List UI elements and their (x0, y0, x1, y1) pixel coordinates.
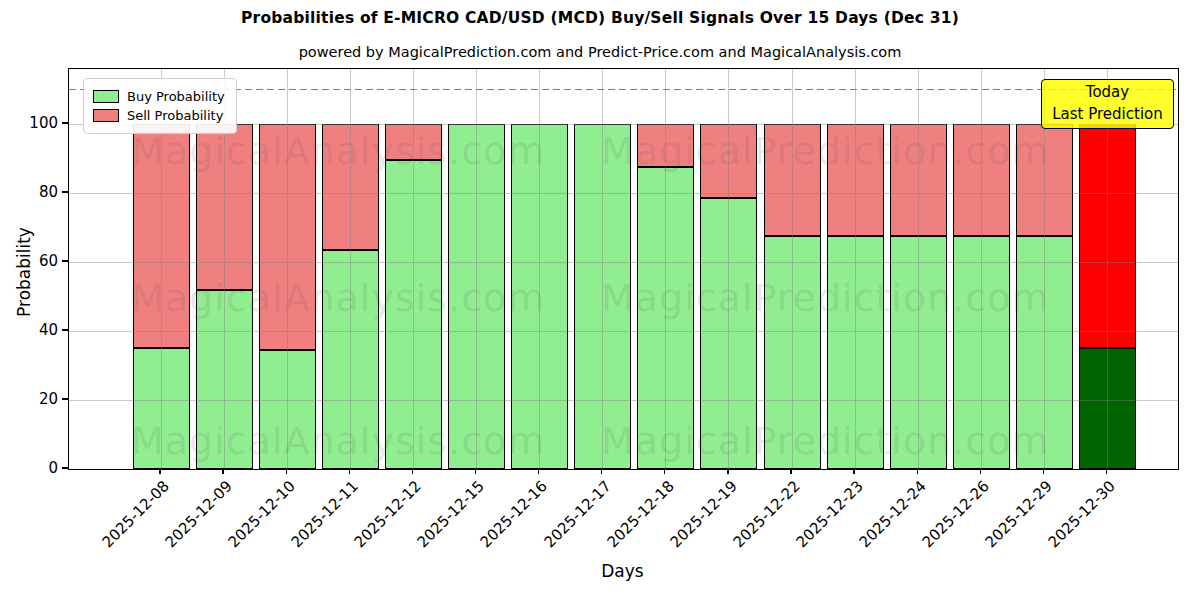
legend-item-sell: Sell Probability (93, 107, 225, 124)
legend: Buy Probability Sell Probability (83, 78, 237, 134)
y-tick-label: 100 (0, 113, 58, 133)
x-tick-label-text: 2025-12-30 (1045, 477, 1119, 551)
chart-subtitle: powered by MagicalPrediction.com and Pre… (0, 44, 1200, 60)
y-tick-label: 40 (0, 320, 58, 340)
chart-figure: Probabilities of E-MICRO CAD/USD (MCD) B… (0, 0, 1200, 600)
bar-sell-2025-12-08 (133, 124, 190, 348)
x-tick-mark (475, 469, 476, 474)
y-tick-mark (62, 329, 68, 330)
x-tick-label-text: 2025-12-11 (288, 477, 362, 551)
x-tick-mark (349, 469, 350, 474)
y-tick-label: 20 (0, 389, 58, 409)
x-tick-mark (917, 469, 918, 474)
x-tick-mark (664, 469, 665, 474)
x-tick-mark (1043, 469, 1044, 474)
bar-sell-2025-12-29 (1016, 124, 1073, 236)
bar-sell-2025-12-26 (953, 124, 1010, 236)
sell-legend-swatch (93, 109, 119, 122)
today-annotation-line1: Today (1044, 82, 1171, 104)
bar-buy-2025-12-30 (1079, 348, 1136, 469)
x-tick-label-text: 2025-12-08 (98, 477, 172, 551)
bar-sell-2025-12-18 (637, 124, 694, 167)
x-tick-mark (412, 469, 413, 474)
x-tick-mark (790, 469, 791, 474)
bar-buy-2025-12-24 (890, 236, 947, 469)
bar-sell-2025-12-09 (196, 124, 253, 290)
bar-sell-2025-12-10 (259, 124, 316, 350)
bar-buy-2025-12-09 (196, 290, 253, 469)
y-tick-mark (62, 260, 68, 261)
bar-buy-2025-12-11 (322, 250, 379, 469)
x-tick-mark (601, 469, 602, 474)
bar-buy-2025-12-29 (1016, 236, 1073, 469)
x-tick-label-text: 2025-12-29 (982, 477, 1056, 551)
x-tick-label-text: 2025-12-19 (666, 477, 740, 551)
plot-area: MagicalAnalysis.com MagicalPrediction.co… (68, 68, 1179, 470)
x-tick-label-text: 2025-12-23 (792, 477, 866, 551)
x-tick-label-text: 2025-12-12 (351, 477, 425, 551)
x-tick-mark (159, 469, 160, 474)
x-tick-label-text: 2025-12-15 (414, 477, 488, 551)
x-tick-label-text: 2025-12-24 (856, 477, 930, 551)
y-tick-mark (62, 122, 68, 123)
x-tick-mark (980, 469, 981, 474)
bar-buy-2025-12-19 (700, 198, 757, 469)
x-tick-mark (853, 469, 854, 474)
legend-label-sell: Sell Probability (127, 107, 223, 124)
bar-sell-2025-12-30 (1079, 124, 1136, 348)
bar-sell-2025-12-22 (764, 124, 821, 236)
x-tick-label-text: 2025-12-09 (161, 477, 235, 551)
x-tick-label-text: 2025-12-10 (225, 477, 299, 551)
bar-buy-2025-12-17 (574, 124, 631, 469)
y-tick-label: 80 (0, 182, 58, 202)
y-tick-mark (62, 398, 68, 399)
bar-sell-2025-12-19 (700, 124, 757, 198)
buy-legend-swatch (93, 90, 119, 103)
bar-buy-2025-12-23 (827, 236, 884, 469)
x-tick-label-text: 2025-12-22 (729, 477, 803, 551)
y-tick-mark (62, 467, 68, 468)
x-axis-label: Days (68, 561, 1177, 581)
x-tick-label-text: 2025-12-17 (540, 477, 614, 551)
x-tick-label-text: 2025-12-26 (919, 477, 993, 551)
legend-label-buy: Buy Probability (127, 88, 225, 105)
bar-buy-2025-12-26 (953, 236, 1010, 469)
bar-buy-2025-12-16 (511, 124, 568, 469)
x-tick-mark (286, 469, 287, 474)
x-tick-mark (222, 469, 223, 474)
chart-title: Probabilities of E-MICRO CAD/USD (MCD) B… (0, 9, 1200, 27)
x-tick-mark (538, 469, 539, 474)
bar-buy-2025-12-12 (385, 160, 442, 469)
bar-buy-2025-12-22 (764, 236, 821, 469)
legend-item-buy: Buy Probability (93, 88, 225, 105)
today-annotation: Today Last Prediction (1041, 79, 1174, 129)
x-tick-mark (727, 469, 728, 474)
bar-sell-2025-12-23 (827, 124, 884, 236)
bar-sell-2025-12-12 (385, 124, 442, 160)
x-tick-label-text: 2025-12-16 (477, 477, 551, 551)
bar-buy-2025-12-18 (637, 167, 694, 469)
bar-buy-2025-12-15 (448, 124, 505, 469)
y-tick-label: 60 (0, 251, 58, 271)
y-tick-mark (62, 191, 68, 192)
bar-sell-2025-12-11 (322, 124, 379, 250)
today-annotation-line2: Last Prediction (1044, 104, 1171, 126)
bar-sell-2025-12-24 (890, 124, 947, 236)
bar-buy-2025-12-10 (259, 350, 316, 469)
bar-buy-2025-12-08 (133, 348, 190, 469)
x-tick-mark (1106, 469, 1107, 474)
y-tick-label: 0 (0, 458, 58, 478)
